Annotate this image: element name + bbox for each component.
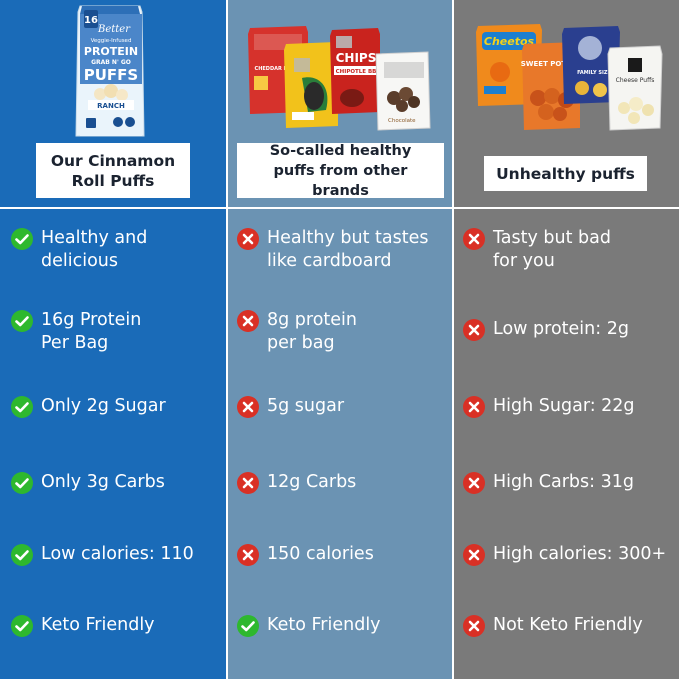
svg-text:CHEDDAR BLAST: CHEDDAR BLAST bbox=[255, 66, 302, 72]
svg-text:Cheetos: Cheetos bbox=[484, 35, 535, 48]
row-taste: Tasty but bad for you bbox=[463, 227, 611, 273]
cross-icon bbox=[237, 310, 259, 332]
other-brands-products-image: CHEDDAR BLAST CHIPS CHIPOTLE BB bbox=[248, 26, 431, 131]
svg-text:Chocolate: Chocolate bbox=[388, 118, 416, 124]
check-icon bbox=[237, 615, 259, 637]
cross-icon bbox=[237, 228, 259, 250]
column-divider bbox=[452, 0, 454, 679]
product-image-other-brands: CHEDDAR BLAST CHIPS CHIPOTLE BB bbox=[228, 0, 452, 140]
cross-icon bbox=[463, 228, 485, 250]
svg-text:SWEET POTATO: SWEET POTATO bbox=[521, 60, 581, 68]
row-text: Healthy but tastes like cardboard bbox=[267, 228, 429, 271]
row-text: Low protein: 2g bbox=[493, 319, 629, 339]
column-other-brands: CHEDDAR BLAST CHIPS CHIPOTLE BB bbox=[228, 0, 452, 679]
row-text: 5g sugar bbox=[267, 396, 345, 416]
row-text: 12g Carbs bbox=[267, 472, 357, 492]
row-protein: Low protein: 2g bbox=[463, 318, 629, 341]
svg-text:Cheese Puffs: Cheese Puffs bbox=[616, 77, 655, 84]
cross-icon bbox=[237, 472, 259, 494]
svg-text:Better: Better bbox=[97, 24, 131, 35]
row-text: 16g Protein Per Bag bbox=[41, 310, 142, 353]
column-divider bbox=[226, 0, 228, 679]
unhealthy-products-image: Cheetos SWEET POTATO FAMILY SIZE bbox=[476, 24, 663, 131]
check-icon bbox=[11, 396, 33, 418]
header-our-puffs: Our Cinnamon Roll Puffs bbox=[36, 143, 190, 198]
svg-text:FAMILY SIZE: FAMILY SIZE bbox=[577, 70, 611, 76]
row-taste: Healthy but tastes like cardboard bbox=[237, 227, 428, 273]
row-calories: 150 calories bbox=[237, 543, 374, 566]
cross-icon bbox=[463, 396, 485, 418]
column-our-puffs: 16 Better Veggie-Infused PROTEIN GRAB N'… bbox=[0, 0, 226, 679]
row-keto: Not Keto Friendly bbox=[463, 614, 643, 637]
header-other-brands-label: So-called healthy puffs from other brand… bbox=[269, 142, 412, 199]
cross-icon bbox=[237, 396, 259, 418]
row-text: High Sugar: 22g bbox=[493, 396, 635, 416]
check-icon bbox=[11, 228, 33, 250]
svg-text:CHIPOTLE BB: CHIPOTLE BB bbox=[336, 69, 377, 75]
row-text: Low calories: 110 bbox=[41, 544, 194, 564]
product-image-our-puffs: 16 Better Veggie-Infused PROTEIN GRAB N'… bbox=[0, 0, 226, 140]
check-icon bbox=[11, 615, 33, 637]
column-unhealthy: Cheetos SWEET POTATO FAMILY SIZE bbox=[454, 0, 679, 679]
row-text: Not Keto Friendly bbox=[493, 615, 643, 635]
row-carbs: Only 3g Carbs bbox=[11, 471, 165, 494]
header-our-puffs-label: Our Cinnamon Roll Puffs bbox=[50, 151, 176, 190]
cross-icon bbox=[463, 615, 485, 637]
svg-text:RANCH: RANCH bbox=[97, 102, 125, 110]
row-keto: Keto Friendly bbox=[237, 614, 381, 637]
row-calories: Low calories: 110 bbox=[11, 543, 194, 566]
row-sugar: Only 2g Sugar bbox=[11, 395, 166, 418]
row-protein: 8g protein per bag bbox=[237, 309, 357, 355]
svg-text:Veggie-Infused: Veggie-Infused bbox=[91, 38, 132, 44]
row-text: Keto Friendly bbox=[41, 615, 155, 635]
cross-icon bbox=[463, 319, 485, 341]
check-icon bbox=[11, 310, 33, 332]
check-icon bbox=[11, 472, 33, 494]
svg-text:CHIPS: CHIPS bbox=[336, 51, 377, 65]
product-image-unhealthy: Cheetos SWEET POTATO FAMILY SIZE bbox=[454, 0, 679, 140]
row-text: High Carbs: 31g bbox=[493, 472, 634, 492]
row-text: High calories: 300+ bbox=[493, 544, 667, 564]
row-keto: Keto Friendly bbox=[11, 614, 155, 637]
header-divider bbox=[0, 207, 679, 209]
header-other-brands: So-called healthy puffs from other brand… bbox=[237, 142, 444, 199]
row-text: 8g protein per bag bbox=[267, 310, 358, 353]
svg-text:PROTEIN: PROTEIN bbox=[84, 45, 138, 58]
row-text: Keto Friendly bbox=[267, 615, 381, 635]
row-protein: 16g Protein Per Bag bbox=[11, 309, 141, 355]
svg-text:PUFFS: PUFFS bbox=[84, 66, 138, 84]
row-text: Healthy and delicious bbox=[41, 228, 148, 271]
row-taste: Healthy and delicious bbox=[11, 227, 147, 273]
svg-text:GRAB N' GO: GRAB N' GO bbox=[91, 59, 131, 66]
bag-count-text: 16 bbox=[84, 15, 98, 26]
check-icon bbox=[11, 544, 33, 566]
row-carbs: 12g Carbs bbox=[237, 471, 356, 494]
row-text: 150 calories bbox=[267, 544, 374, 564]
row-text: Only 3g Carbs bbox=[41, 472, 165, 492]
better-puffs-bag-image: 16 Better Veggie-Infused PROTEIN GRAB N'… bbox=[75, 5, 145, 137]
header-unhealthy: Unhealthy puffs bbox=[484, 156, 647, 191]
header-unhealthy-label: Unhealthy puffs bbox=[496, 164, 635, 183]
cross-icon bbox=[463, 472, 485, 494]
cross-icon bbox=[237, 544, 259, 566]
row-text: Only 2g Sugar bbox=[41, 396, 166, 416]
row-carbs: High Carbs: 31g bbox=[463, 471, 634, 494]
cross-icon bbox=[463, 544, 485, 566]
row-sugar: 5g sugar bbox=[237, 395, 344, 418]
row-text: Tasty but bad for you bbox=[493, 228, 611, 271]
row-sugar: High Sugar: 22g bbox=[463, 395, 635, 418]
row-calories: High calories: 300+ bbox=[463, 543, 666, 566]
